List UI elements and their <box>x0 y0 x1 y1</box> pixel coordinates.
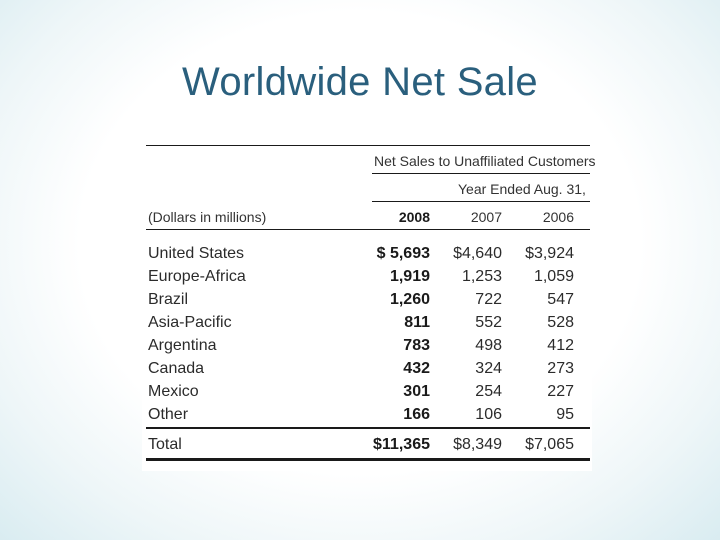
group-header: Net Sales to Unaffiliated Customers <box>374 153 596 169</box>
net-sales-table: Net Sales to Unaffiliated Customers Year… <box>142 133 596 471</box>
sub-header: Year Ended Aug. 31, <box>458 181 586 197</box>
cell-2007: $4,640 <box>453 245 502 262</box>
total-label: Total <box>148 436 182 453</box>
cell-2008: $ 5,693 <box>376 245 430 262</box>
cell-2008: 811 <box>404 314 430 331</box>
cell-2007: 254 <box>475 383 502 400</box>
row-label: Argentina <box>148 337 217 354</box>
column-header-2007: 2007 <box>470 209 502 225</box>
total-rule <box>146 427 590 429</box>
cell-2008: 301 <box>403 383 430 400</box>
sub-header-rule <box>372 201 590 202</box>
cell-2007: 1,253 <box>461 268 502 285</box>
cell-2006: 547 <box>547 291 574 308</box>
column-header-2008: 2008 <box>398 209 430 225</box>
cell-2008: 1,260 <box>389 291 430 308</box>
cell-2008: 783 <box>403 337 430 354</box>
column-header-rule <box>146 229 590 230</box>
cell-2007: 722 <box>475 291 502 308</box>
cell-2006: 95 <box>556 406 574 423</box>
total-2008: $11,365 <box>373 436 430 453</box>
column-header-2006: 2006 <box>542 209 574 225</box>
row-label: United States <box>148 245 245 262</box>
cell-2008: 1,919 <box>389 268 430 285</box>
row-label: Brazil <box>148 291 189 308</box>
group-header-rule <box>372 173 590 174</box>
row-label: Other <box>148 406 189 423</box>
row-label: Mexico <box>148 383 199 400</box>
table-bottom-rule <box>146 458 590 461</box>
units-label: (Dollars in millions) <box>148 209 267 225</box>
cell-2008: 166 <box>403 406 430 423</box>
cell-2006: $3,924 <box>525 245 574 262</box>
cell-2007: 106 <box>475 406 502 423</box>
cell-2007: 498 <box>475 337 502 354</box>
cell-2007: 552 <box>475 314 502 331</box>
total-2006: $7,065 <box>525 436 574 453</box>
row-label: Europe-Africa <box>148 268 246 285</box>
total-2007: $8,349 <box>453 436 502 453</box>
cell-2006: 412 <box>547 337 574 354</box>
row-label: Canada <box>148 360 205 377</box>
cell-2006: 528 <box>547 314 574 331</box>
cell-2007: 324 <box>475 360 502 377</box>
row-label: Asia-Pacific <box>148 314 232 331</box>
cell-2006: 273 <box>547 360 574 377</box>
cell-2008: 432 <box>403 360 430 377</box>
cell-2006: 1,059 <box>533 268 574 285</box>
cell-2006: 227 <box>547 383 574 400</box>
table-top-rule <box>146 145 590 146</box>
slide-title: Worldwide Net Sale <box>182 60 538 104</box>
